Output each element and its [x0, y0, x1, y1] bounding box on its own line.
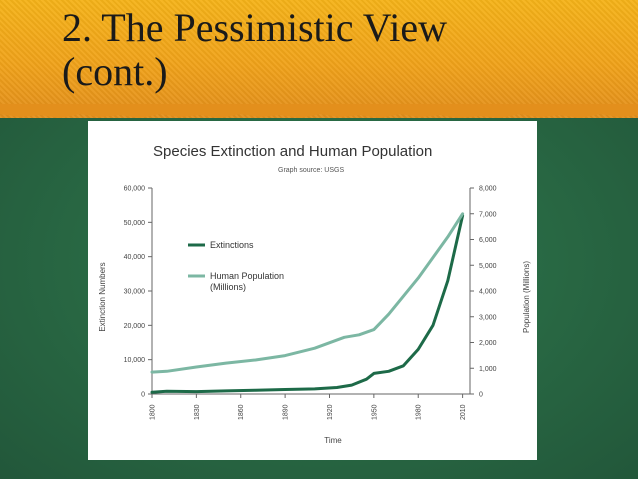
slide-title-line-1: 2. The Pessimistic View [62, 5, 447, 50]
left-tick-label: 60,000 [124, 186, 146, 193]
left-tick-label: 30,000 [124, 289, 146, 296]
x-axis-ticks: 1800 1830 1860 1890 1920 1950 1980 2010 [150, 394, 467, 420]
right-axis-ticks: 0 1,000 2,000 3,000 4,000 5,000 6,000 7,000 8,00… [470, 186, 497, 399]
banner-texture [0, 0, 638, 118]
left-axis-label: Extinction Numbers [98, 262, 107, 331]
chart-panel: Species Extinction and Human Population … [88, 121, 537, 460]
chart-legend: Extinctions Human Population (Millions) [188, 240, 284, 292]
slide-title: 2. The Pessimistic View (cont.) [62, 6, 447, 94]
chart-subtitle: Graph source: USGS [278, 167, 344, 174]
right-tick-label: 3,000 [479, 314, 497, 321]
x-axis-label: Time [324, 436, 342, 445]
torn-edge-divider [0, 104, 638, 118]
x-tick-label: 1950 [371, 404, 378, 420]
axes [151, 188, 471, 395]
x-tick-label: 1920 [327, 404, 334, 420]
right-tick-label: 6,000 [479, 237, 497, 244]
x-tick-label: 1860 [238, 404, 245, 420]
x-tick-label: 1830 [194, 404, 201, 420]
x-tick-label: 1890 [283, 404, 290, 420]
left-tick-label: 40,000 [124, 254, 146, 261]
legend-label-population-line: Human Population [210, 271, 284, 281]
right-tick-label: 7,000 [479, 211, 497, 218]
right-tick-label: 1,000 [479, 366, 497, 373]
right-tick-label: 2,000 [479, 340, 497, 347]
right-tick-label: 0 [479, 392, 483, 399]
chart-title: Species Extinction and Human Population [153, 143, 432, 160]
title-banner [0, 0, 638, 118]
legend-label-population-line: (Millions) [210, 282, 246, 292]
left-tick-label: 0 [141, 392, 145, 399]
x-tick-label: 2010 [460, 404, 467, 420]
series-line-population [150, 212, 465, 374]
right-tick-label: 8,000 [479, 186, 497, 193]
x-tick-label: 1800 [150, 404, 157, 420]
x-tick-label: 1980 [416, 404, 423, 420]
slide-title-line-2: (cont.) [62, 49, 168, 94]
right-axis-label: Population (Millions) [522, 261, 531, 333]
left-tick-label: 20,000 [124, 323, 146, 330]
legend-label-extinctions: Extinctions [210, 240, 254, 250]
right-tick-label: 4,000 [479, 289, 497, 296]
left-axis-ticks: 0 10,000 20,000 30,000 40,000 50,000 60,000 [124, 186, 152, 399]
right-tick-label: 5,000 [479, 263, 497, 270]
legend-label-population: Human Population (Millions) [210, 271, 284, 292]
left-tick-label: 10,000 [124, 357, 146, 364]
series-lines [150, 212, 465, 394]
extinction-population-chart: Species Extinction and Human Population … [98, 143, 531, 445]
left-tick-label: 50,000 [124, 220, 146, 227]
series-line-extinctions [150, 214, 465, 394]
